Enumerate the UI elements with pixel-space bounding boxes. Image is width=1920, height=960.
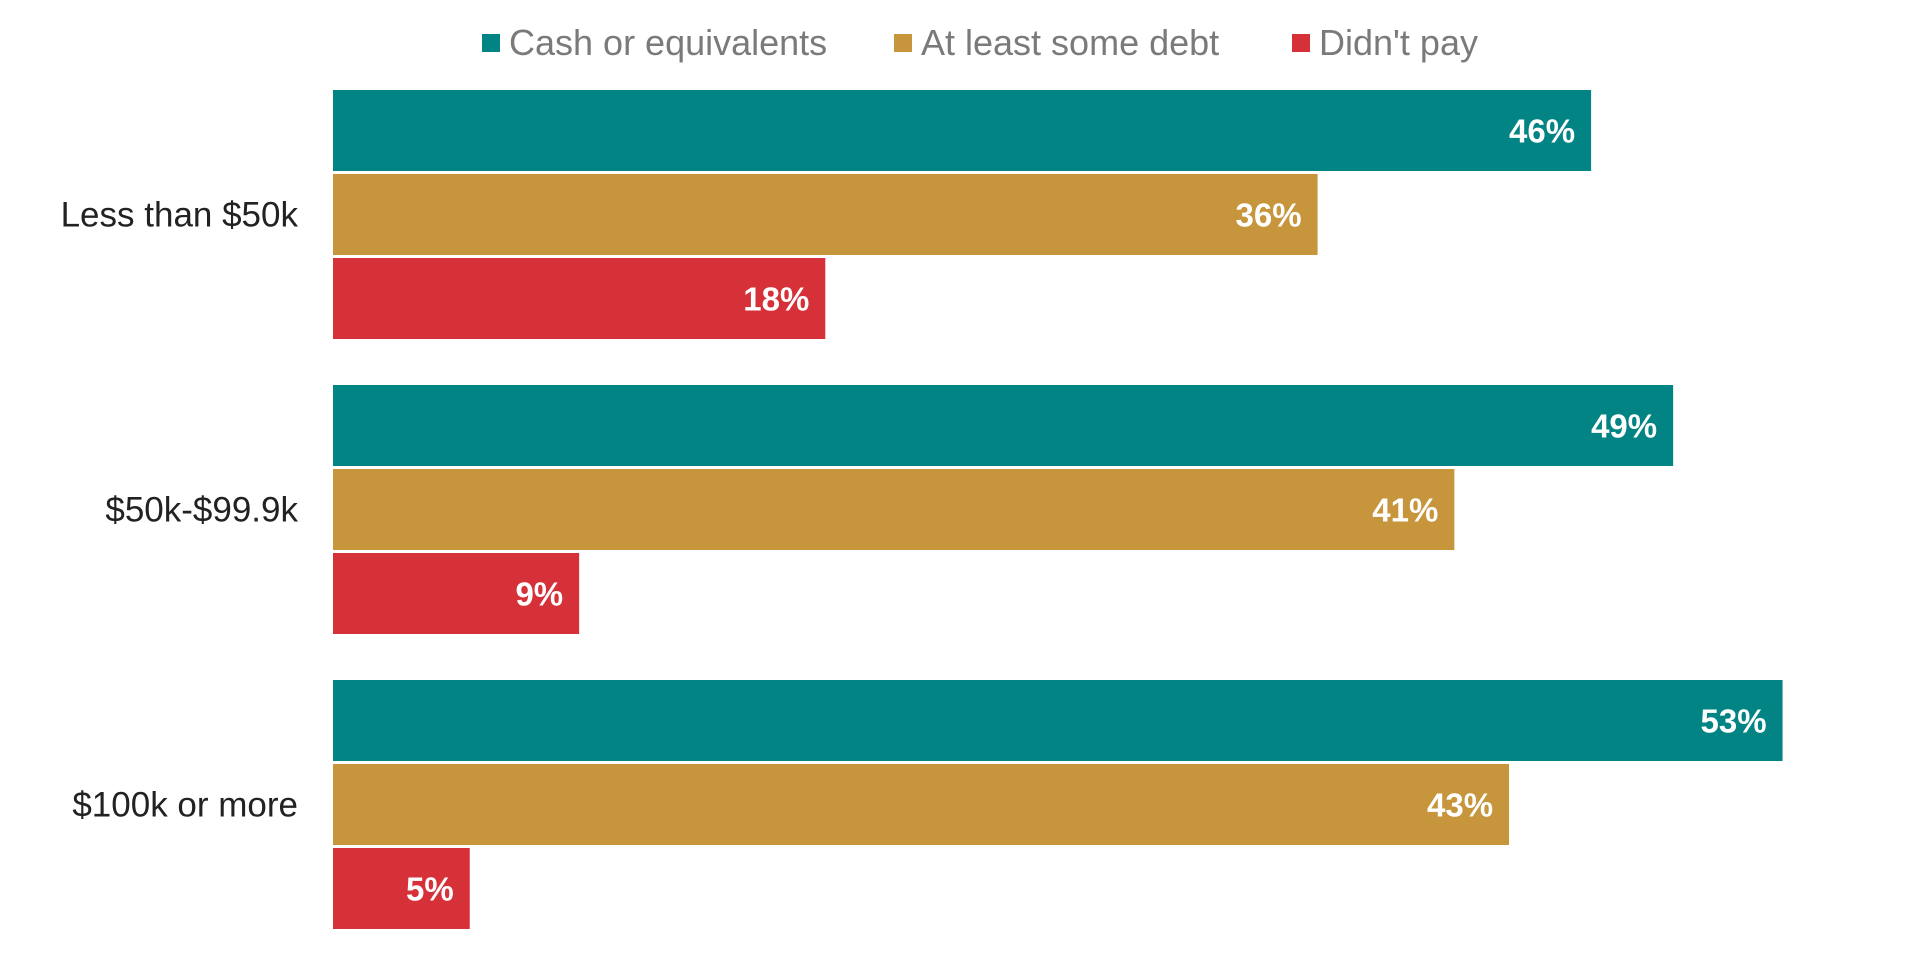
bar-debt-100k-plus	[333, 764, 1510, 845]
value-label-cash-50k-99k: 49%	[1591, 408, 1657, 445]
legend-label-cash: Cash or equivalents	[509, 22, 827, 63]
bars-group: 46% 36% 18% 49% 41% 9% 53% 43% 5%	[333, 90, 1783, 929]
legend-item-didnt-pay: Didn't pay	[1292, 22, 1478, 63]
bar-didnt-pay-lt-50k	[333, 258, 826, 339]
legend-swatch-debt	[894, 34, 912, 52]
value-label-didnt-pay-100k-plus: 5%	[406, 871, 454, 908]
bar-cash-50k-99k	[333, 385, 1674, 466]
bar-didnt-pay-100k-plus	[333, 848, 470, 929]
category-label-50k-99k: $50k-$99.9k	[105, 491, 298, 530]
value-label-cash-100k-plus: 53%	[1700, 703, 1766, 740]
legend-item-debt: At least some debt	[894, 22, 1219, 63]
legend-label-didnt-pay: Didn't pay	[1319, 22, 1478, 63]
bar-didnt-pay-50k-99k	[333, 553, 580, 634]
legend-item-cash: Cash or equivalents	[482, 22, 827, 63]
category-labels: Less than $50k $50k-$99.9k $100k or more	[61, 196, 299, 825]
legend-label-debt: At least some debt	[921, 22, 1219, 63]
value-label-debt-lt-50k: 36%	[1236, 197, 1302, 234]
value-label-debt-50k-99k: 41%	[1372, 492, 1438, 529]
value-label-didnt-pay-lt-50k: 18%	[743, 281, 809, 318]
category-label-lt-50k: Less than $50k	[61, 196, 299, 235]
bar-cash-100k-plus	[333, 680, 1783, 761]
bar-debt-50k-99k	[333, 469, 1455, 550]
value-label-didnt-pay-50k-99k: 9%	[515, 576, 563, 613]
legend-swatch-didnt-pay	[1292, 34, 1310, 52]
bar-cash-lt-50k	[333, 90, 1592, 171]
category-label-100k-plus: $100k or more	[72, 786, 298, 825]
bar-debt-lt-50k	[333, 174, 1318, 255]
value-label-debt-100k-plus: 43%	[1427, 787, 1493, 824]
legend-swatch-cash	[482, 34, 500, 52]
legend: Cash or equivalents At least some debt Did…	[482, 22, 1478, 63]
value-label-cash-lt-50k: 46%	[1509, 113, 1575, 150]
